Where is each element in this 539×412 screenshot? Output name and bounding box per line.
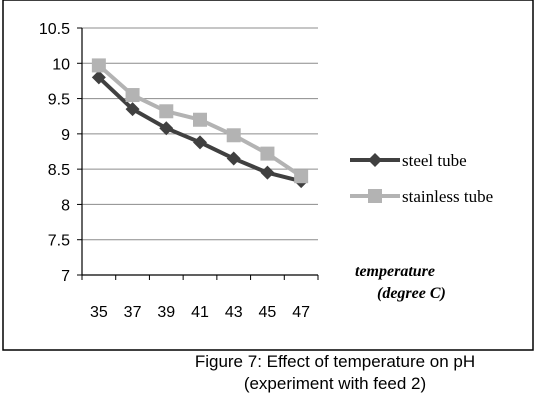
legend: steel tube stainless tube: [350, 151, 493, 206]
y-tick-label: 9: [61, 127, 70, 144]
data-point-marker: [260, 165, 275, 180]
x-tick-labels: 35 37 39 41 43 45 47: [90, 304, 310, 321]
x-tick-label: 47: [292, 304, 310, 321]
data-point-marker: [91, 70, 106, 85]
data-point-marker: [125, 102, 140, 117]
figure-caption-subtitle: (experiment with feed 2): [243, 374, 427, 393]
x-axis-label-line: temperature: [355, 263, 435, 280]
x-tick-label: 37: [124, 304, 142, 321]
data-point-marker: [260, 146, 275, 161]
data-point-marker: [294, 169, 309, 184]
axes: [77, 27, 319, 280]
legend-label: stainless tube: [402, 187, 493, 206]
x-axis-label-line: (degree C): [377, 285, 446, 302]
x-tick-label: 39: [157, 304, 175, 321]
data-point-marker: [226, 151, 241, 166]
y-tick-label: 7.5: [48, 233, 70, 250]
x-tick-label: 41: [191, 304, 209, 321]
data-point-marker: [125, 88, 140, 103]
y-tick-label: 9.5: [48, 92, 70, 109]
y-tick-label: 10.5: [39, 21, 70, 38]
data-point-marker: [226, 128, 241, 143]
x-axis-label: temperature (degree C): [355, 263, 446, 302]
x-tick-label: 45: [259, 304, 277, 321]
series-group: [91, 58, 309, 189]
y-tick-label: 7: [61, 268, 70, 285]
y-tick-label: 10: [52, 56, 70, 73]
data-point-marker: [193, 135, 207, 150]
data-point-marker: [193, 112, 207, 127]
legend-label: steel tube: [402, 151, 467, 170]
y-tick-labels: 7 7.5 8 8.5 9 9.5 10 10.5: [39, 21, 70, 285]
x-tick-label: 43: [225, 304, 243, 321]
legend-marker: [368, 189, 382, 203]
y-tick-label: 8.5: [48, 162, 70, 179]
x-tick-label: 35: [90, 304, 108, 321]
figure-caption-title: Figure 7: Effect of temperature on pH: [194, 352, 476, 371]
y-tick-label: 8: [61, 197, 70, 214]
data-point-marker: [159, 104, 174, 119]
legend-marker: [368, 153, 382, 167]
data-point-marker: [91, 58, 106, 73]
data-point-marker: [159, 121, 174, 136]
